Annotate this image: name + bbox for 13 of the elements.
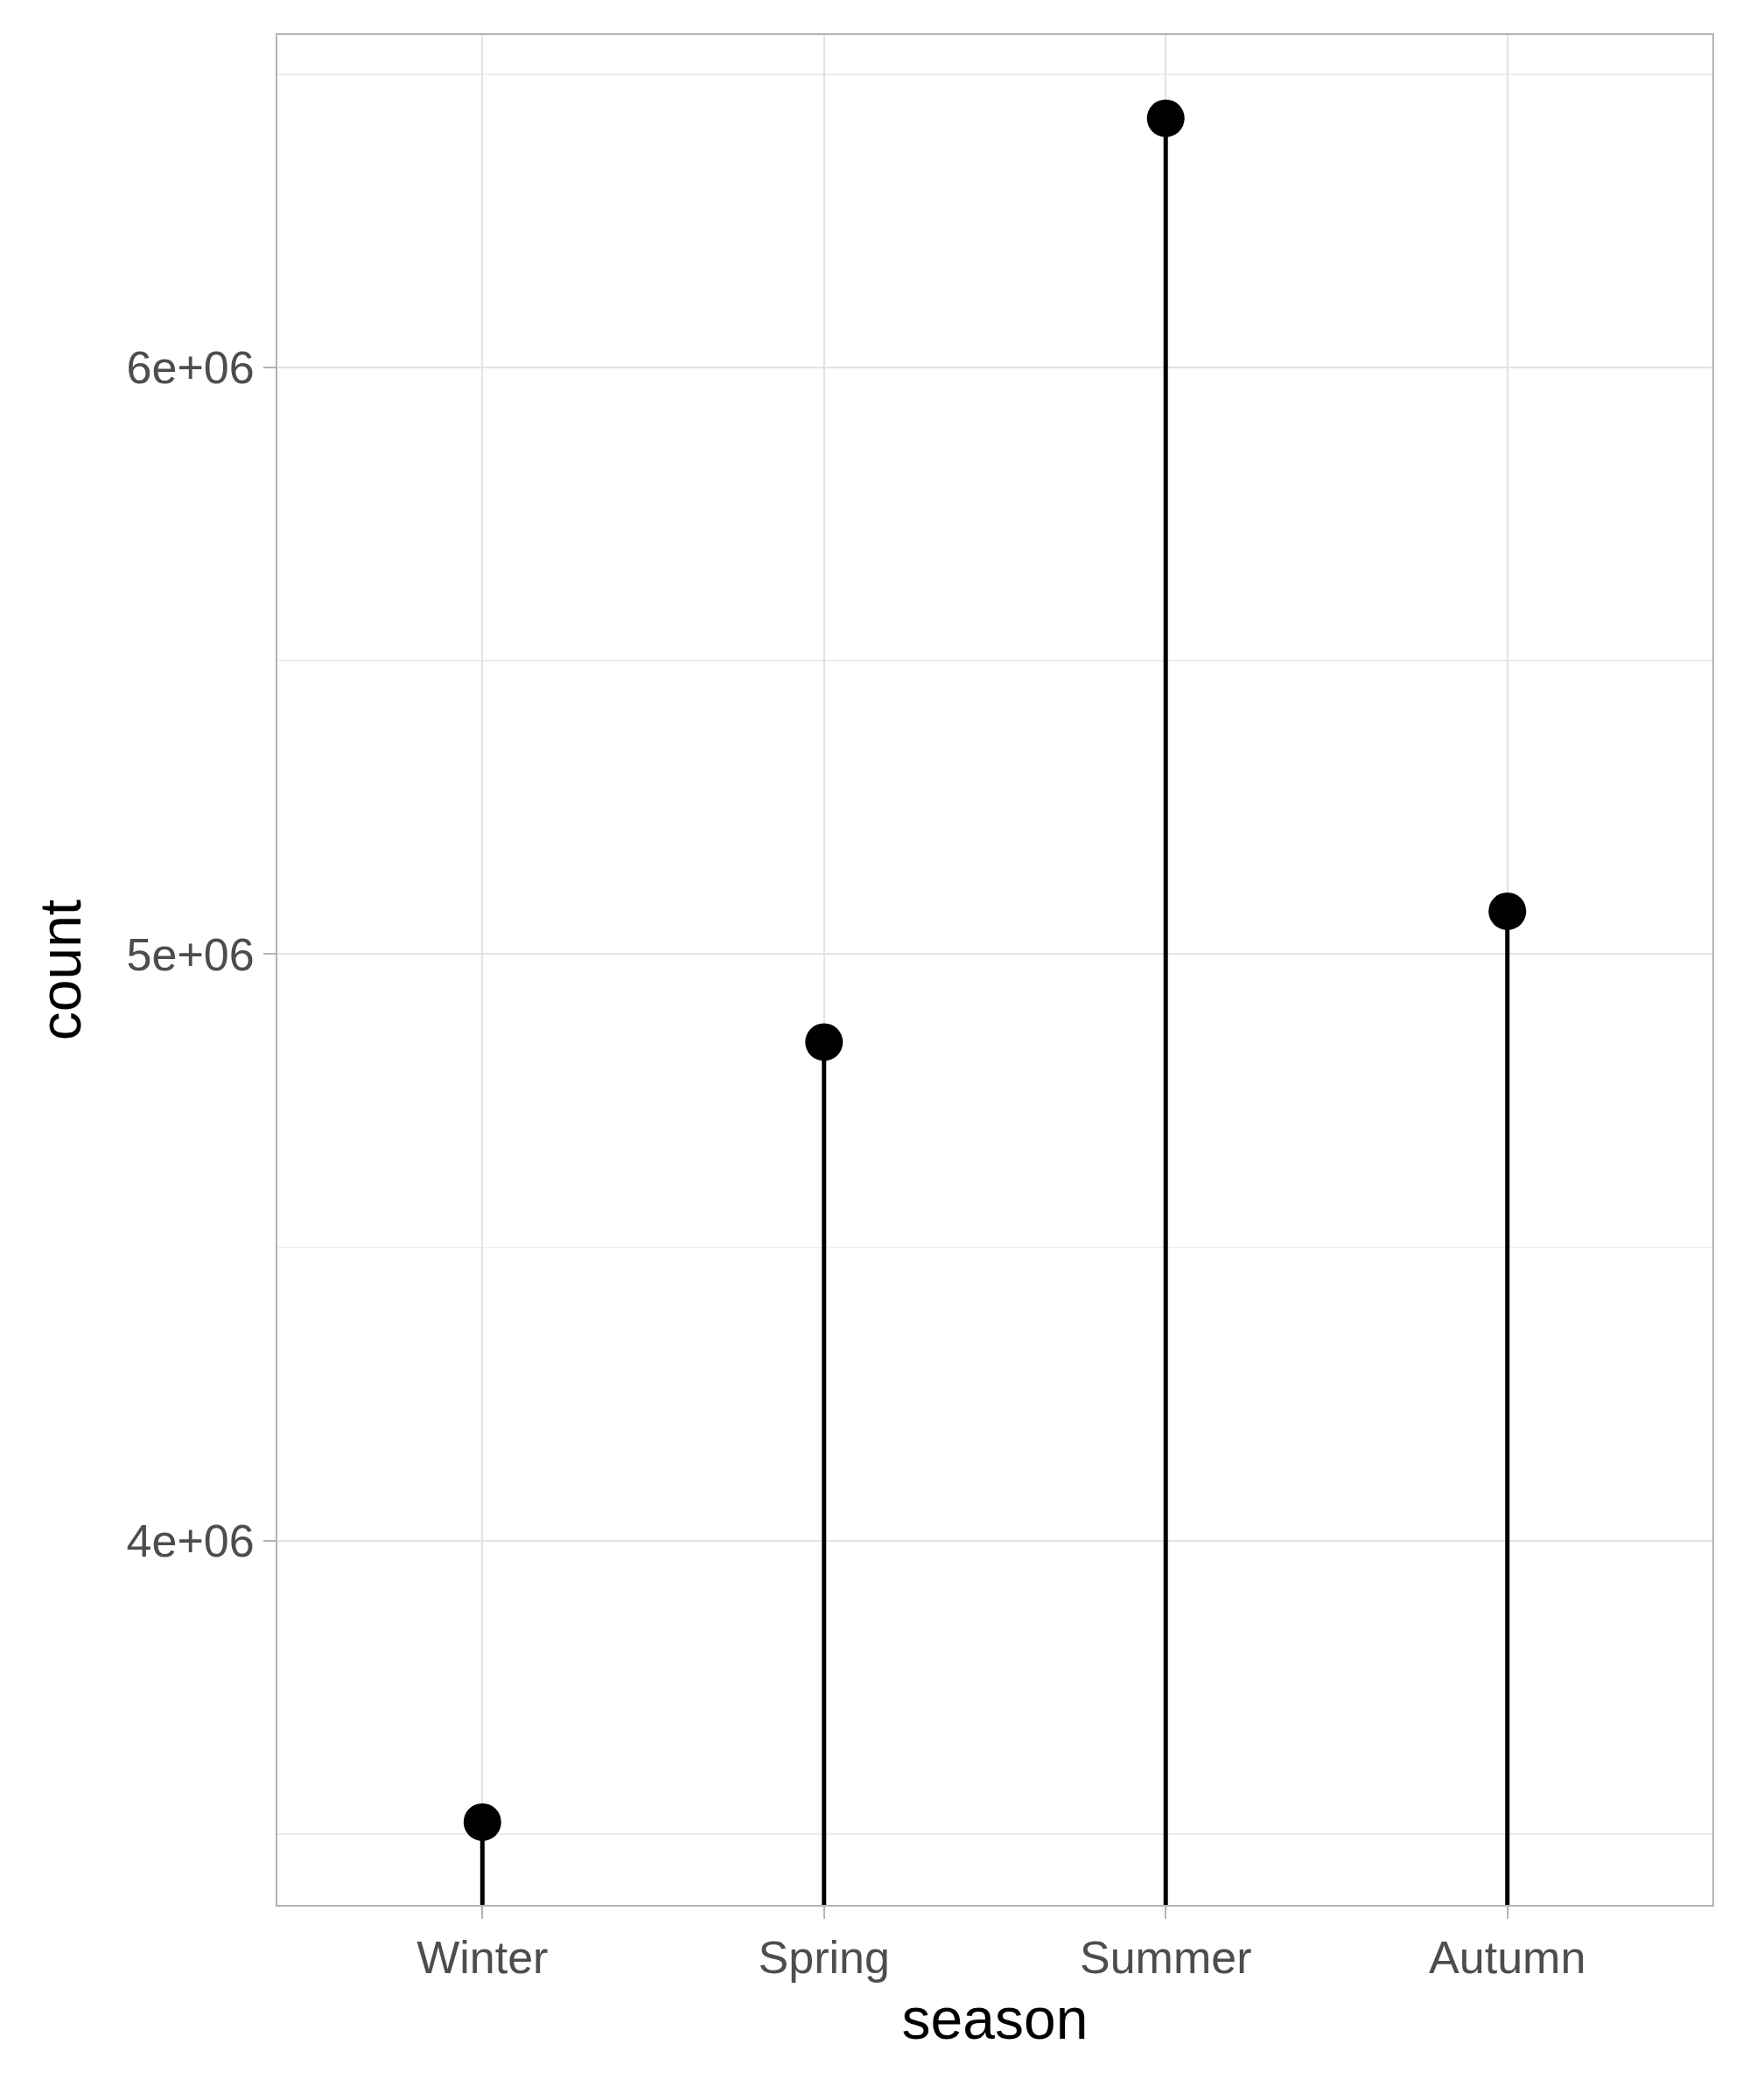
point [805, 1023, 844, 1061]
x-tick-label: Spring [758, 1932, 890, 1984]
y-tick-label: 4e+06 [126, 1515, 255, 1566]
point [463, 1802, 501, 1841]
x-tick-label: Summer [1080, 1932, 1252, 1984]
point [1488, 892, 1527, 930]
point [1146, 99, 1185, 137]
x-tick-label: Winter [416, 1932, 549, 1984]
y-tick-label: 5e+06 [126, 928, 255, 980]
y-axis-title: count [28, 899, 94, 1041]
y-tick-label: 6e+06 [126, 342, 255, 394]
x-tick-label: Autumn [1429, 1932, 1586, 1984]
x-axis-title: season [901, 1985, 1088, 2051]
